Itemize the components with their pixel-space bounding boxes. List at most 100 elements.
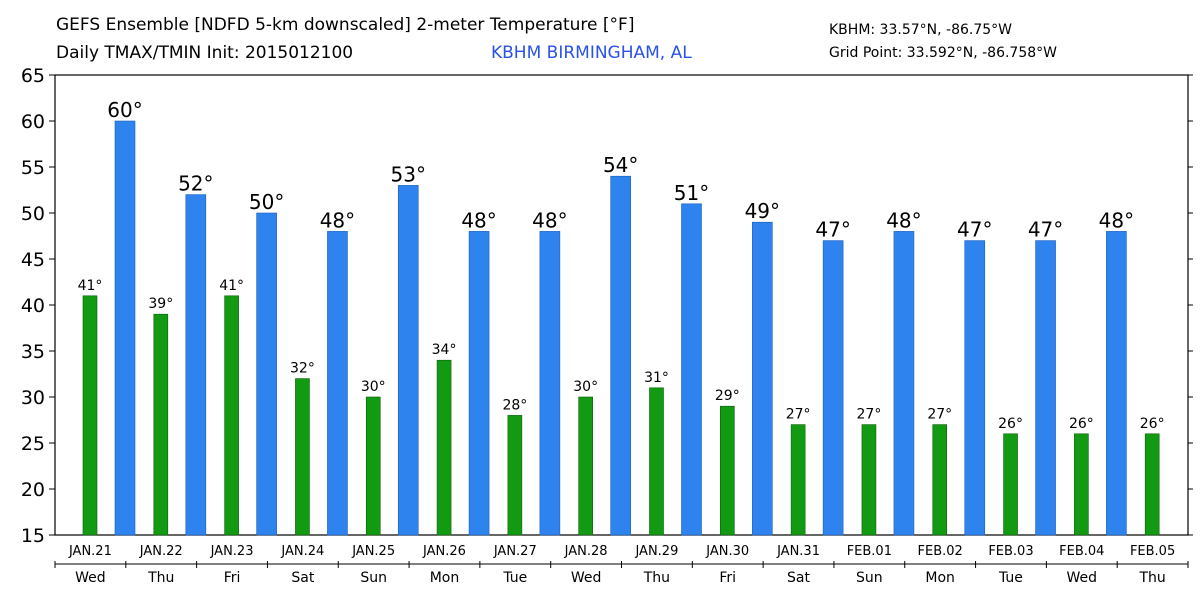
x-dow-label: Mon bbox=[430, 570, 460, 586]
tmax-data-label: 54° bbox=[603, 153, 638, 177]
tmax-data-label: 48° bbox=[461, 208, 496, 232]
tmax-bar bbox=[681, 203, 702, 536]
tmin-data-label: 26° bbox=[1140, 416, 1165, 432]
tmin-bar bbox=[295, 378, 310, 536]
y-tick-label: 60 bbox=[21, 111, 45, 133]
tmin-data-label: 41° bbox=[219, 278, 244, 294]
tmin-data-label: 26° bbox=[998, 416, 1023, 432]
x-dow-label: Thu bbox=[1138, 570, 1165, 586]
x-dow-label: Sat bbox=[787, 570, 810, 586]
tmin-data-label: 28° bbox=[502, 397, 527, 413]
tmax-data-label: 48° bbox=[532, 208, 567, 232]
tmin-data-label: 26° bbox=[1069, 416, 1094, 432]
tmin-bar bbox=[720, 405, 735, 536]
x-date-label: JAN.28 bbox=[564, 544, 608, 559]
tmax-data-label: 52° bbox=[178, 172, 213, 196]
x-date-label: JAN.23 bbox=[210, 544, 254, 559]
x-dow-label: Tue bbox=[502, 570, 527, 586]
x-dow-label: Wed bbox=[75, 570, 106, 586]
x-dow-label: Sat bbox=[291, 570, 314, 586]
y-tick-label: 35 bbox=[21, 341, 45, 363]
y-tick-label: 25 bbox=[21, 433, 45, 455]
x-date-label: FEB.05 bbox=[1130, 544, 1175, 559]
tmin-bar bbox=[1144, 433, 1160, 536]
y-tick-label: 65 bbox=[21, 65, 45, 87]
grid-point-coordinates: Grid Point: 33.592°N, -86.758°W bbox=[829, 45, 1057, 61]
x-date-label: JAN.31 bbox=[776, 544, 820, 559]
tmax-data-label: 48° bbox=[1099, 208, 1134, 232]
tmax-data-label: 47° bbox=[815, 218, 850, 242]
x-date-label: JAN.27 bbox=[493, 544, 537, 559]
tmax-data-label: 49° bbox=[745, 199, 780, 223]
chart-title: GEFS Ensemble [NDFD 5-km downscaled] 2-m… bbox=[56, 15, 635, 35]
tmax-bar bbox=[1106, 231, 1127, 536]
tmax-data-label: 48° bbox=[886, 208, 921, 232]
x-date-label: JAN.24 bbox=[280, 544, 324, 559]
station-coordinates: KBHM: 33.57°N, -86.75°W bbox=[829, 22, 1012, 38]
y-tick-label: 40 bbox=[21, 295, 45, 317]
tmin-data-label: 31° bbox=[644, 370, 669, 386]
y-tick-label: 50 bbox=[21, 203, 45, 225]
tmin-bar bbox=[861, 424, 877, 536]
tmax-bar bbox=[1035, 240, 1056, 536]
tmax-data-label: 50° bbox=[249, 190, 284, 214]
x-dow-label: Wed bbox=[571, 570, 602, 586]
tmin-bar bbox=[790, 424, 806, 536]
tmin-data-label: 41° bbox=[78, 278, 103, 294]
tmin-bar bbox=[507, 415, 523, 536]
y-tick-label: 20 bbox=[21, 479, 45, 501]
y-tick-label: 45 bbox=[21, 249, 45, 271]
tmax-data-label: 47° bbox=[957, 218, 992, 242]
tmin-bar bbox=[649, 387, 664, 536]
tmax-bar bbox=[893, 231, 915, 536]
tmin-bar bbox=[153, 313, 169, 536]
tmin-data-label: 27° bbox=[927, 407, 952, 423]
tmax-bar bbox=[539, 231, 561, 536]
x-dow-label: Thu bbox=[147, 570, 174, 586]
tmin-data-label: 30° bbox=[361, 379, 386, 395]
x-date-label: JAN.26 bbox=[422, 544, 466, 559]
tmin-data-label: 30° bbox=[573, 379, 598, 395]
tmax-bar bbox=[327, 231, 348, 536]
tmax-bar bbox=[397, 185, 419, 536]
x-date-label: FEB.02 bbox=[918, 544, 963, 559]
x-dow-label: Wed bbox=[1067, 570, 1098, 586]
chart-subtitle: Daily TMAX/TMIN Init: 2015012100 bbox=[56, 43, 354, 63]
x-dow-label: Fri bbox=[224, 570, 241, 586]
x-date-label: FEB.03 bbox=[988, 544, 1033, 559]
y-tick-label: 30 bbox=[21, 387, 45, 409]
x-date-label: FEB.01 bbox=[847, 544, 892, 559]
station-name: KBHM BIRMINGHAM, AL bbox=[491, 43, 692, 63]
tmin-bar bbox=[365, 396, 381, 536]
x-date-label: JAN.22 bbox=[139, 544, 183, 559]
x-date-label: JAN.25 bbox=[351, 544, 395, 559]
tmin-data-label: 27° bbox=[857, 407, 882, 423]
tmin-bar bbox=[436, 359, 452, 536]
tmin-data-label: 27° bbox=[786, 407, 811, 423]
tmax-bar bbox=[610, 175, 631, 536]
tmax-bar bbox=[185, 194, 207, 536]
tmin-data-label: 29° bbox=[715, 388, 740, 404]
tmin-bar bbox=[578, 396, 593, 536]
tmin-bar bbox=[1003, 433, 1018, 536]
tmax-bar bbox=[822, 240, 844, 536]
x-dow-label: Mon bbox=[925, 570, 955, 586]
tmax-data-label: 60° bbox=[107, 98, 142, 122]
tmax-bar bbox=[114, 120, 136, 536]
tmax-bar bbox=[752, 221, 773, 536]
tmax-bar bbox=[964, 240, 986, 536]
x-dow-label: Sun bbox=[360, 570, 387, 586]
tmin-data-label: 34° bbox=[432, 342, 457, 358]
x-dow-label: Thu bbox=[643, 570, 670, 586]
x-dow-label: Sun bbox=[856, 570, 883, 586]
tmin-bar bbox=[1074, 433, 1089, 536]
tmin-bar bbox=[932, 424, 948, 536]
tmax-data-label: 51° bbox=[674, 181, 709, 205]
tmin-bar bbox=[82, 295, 98, 536]
tmax-data-label: 48° bbox=[320, 208, 355, 232]
tmax-bar bbox=[468, 231, 490, 536]
y-tick-label: 55 bbox=[21, 157, 45, 179]
x-date-label: FEB.04 bbox=[1059, 544, 1104, 559]
x-date-label: JAN.21 bbox=[68, 544, 112, 559]
